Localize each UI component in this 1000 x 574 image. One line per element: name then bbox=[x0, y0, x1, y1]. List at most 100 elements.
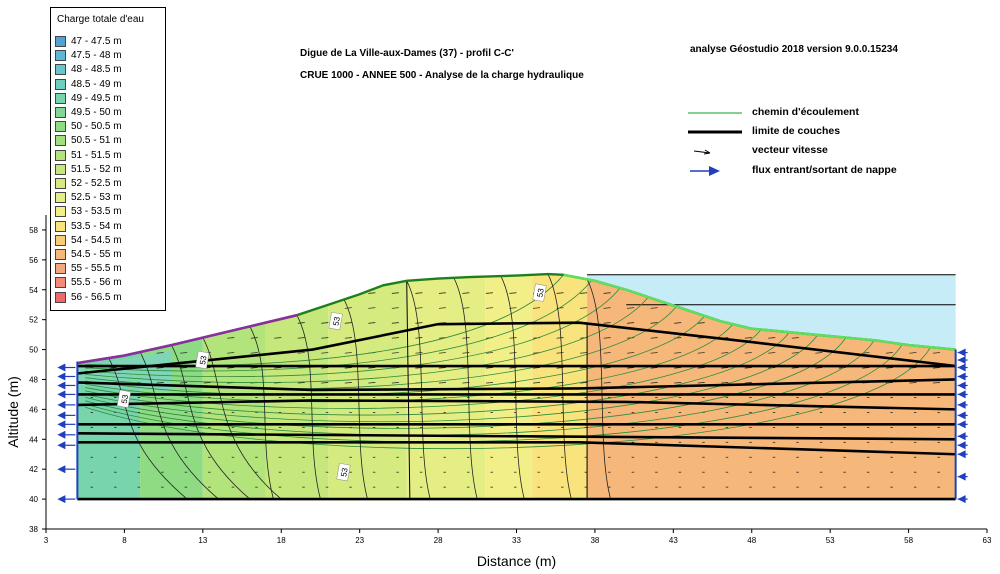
flux-arrow-left-head bbox=[57, 411, 66, 420]
legend-item: 51.5 - 52 m bbox=[55, 163, 122, 177]
legend-swatch bbox=[55, 220, 66, 232]
velocity-vector bbox=[391, 352, 399, 354]
velocity-vector bbox=[344, 307, 352, 309]
legend-item: 52 - 52.5 m bbox=[55, 178, 122, 191]
velocity-vector bbox=[438, 367, 446, 369]
head-legend: Charge totale d'eau 47 - 47.5 m 47.5 - 48… bbox=[50, 7, 166, 311]
legend-item: 54.5 - 55 m bbox=[55, 249, 122, 262]
velocity-vector bbox=[462, 352, 470, 354]
legend-swatch bbox=[55, 50, 66, 62]
legend-label: 51.5 - 52 m bbox=[71, 163, 122, 175]
contour-label-box bbox=[532, 283, 547, 302]
flux-arrow-right-head bbox=[957, 472, 966, 481]
flux-arrow-right-head bbox=[957, 411, 966, 420]
x-tick-label: 8 bbox=[122, 536, 127, 545]
legend-swatch bbox=[55, 163, 66, 175]
legend-item: 47.5 - 48 m bbox=[55, 50, 122, 63]
legend-item: 51 - 51.5 m bbox=[55, 149, 122, 163]
velocity-vector bbox=[674, 367, 682, 369]
velocity-vector bbox=[697, 322, 705, 324]
y-tick-label: 40 bbox=[29, 495, 38, 504]
velocity-vector bbox=[227, 352, 235, 354]
velocity-vector bbox=[580, 292, 588, 294]
flux-arrow-left-head bbox=[57, 430, 66, 439]
layer-boundary bbox=[77, 378, 956, 392]
legend-label: 52.5 - 53 m bbox=[71, 192, 122, 204]
velocity-vector bbox=[815, 367, 823, 369]
legend-swatch bbox=[55, 234, 66, 246]
velocity-vector bbox=[368, 307, 376, 309]
legend-label: 47.5 - 48 m bbox=[71, 50, 122, 62]
flux-arrow-right-head bbox=[957, 390, 966, 399]
key-label: flux entrant/sortant de nappe bbox=[752, 164, 897, 176]
contour-label-text: 53 bbox=[198, 354, 209, 365]
layer-boundary bbox=[77, 440, 956, 456]
layer-boundary bbox=[77, 432, 956, 441]
velocity-vector bbox=[321, 322, 329, 324]
legend-swatch bbox=[55, 92, 66, 104]
head-contour bbox=[586, 279, 611, 500]
layer-boundary bbox=[77, 321, 956, 375]
velocity-vector bbox=[580, 382, 588, 384]
velocity-vector bbox=[932, 367, 940, 369]
chart-title: Digue de La Ville-aux-Dames (37) - profi… bbox=[300, 48, 514, 59]
velocity-vector bbox=[580, 367, 588, 369]
velocity-vector bbox=[721, 382, 729, 384]
flow-path bbox=[85, 343, 903, 443]
velocity-vector bbox=[509, 292, 517, 294]
velocity-vector bbox=[532, 367, 541, 369]
legend-item: 47 - 47.5 m bbox=[55, 36, 122, 49]
x-tick-label: 23 bbox=[355, 536, 364, 545]
x-tick-label: 58 bbox=[904, 536, 913, 545]
head-zone bbox=[202, 322, 266, 500]
flux-arrow-right-head bbox=[957, 432, 966, 441]
legend-label: 47 - 47.5 m bbox=[71, 36, 122, 47]
velocity-vector bbox=[603, 307, 611, 309]
velocity-vector bbox=[485, 352, 494, 354]
velocity-vector bbox=[697, 367, 705, 369]
flux-arrow-left-head bbox=[57, 390, 66, 399]
flux-arrow-left-head bbox=[57, 363, 66, 372]
velocity-vector bbox=[391, 322, 399, 324]
velocity-vector bbox=[650, 352, 658, 354]
velocity-vector bbox=[321, 337, 329, 339]
contour-label-box bbox=[336, 462, 351, 482]
velocity-vector bbox=[627, 307, 635, 309]
velocity-vector bbox=[485, 292, 494, 294]
velocity-vector bbox=[321, 352, 329, 354]
legend-item: 52.5 - 53 m bbox=[55, 192, 122, 205]
chart-subtitle: CRUE 1000 - ANNEE 500 - Analyse de la ch… bbox=[300, 70, 584, 81]
material-divide bbox=[406, 280, 411, 500]
legend-item: 55 - 55.5 m bbox=[55, 263, 122, 276]
legend-label: 49.5 - 50 m bbox=[71, 107, 122, 118]
legend-swatch bbox=[55, 249, 66, 260]
velocity-vector bbox=[744, 337, 752, 339]
velocity-vector bbox=[838, 367, 846, 369]
legend-label: 50.5 - 51 m bbox=[71, 135, 122, 147]
velocity-vector bbox=[250, 367, 258, 369]
head-contour bbox=[500, 275, 525, 500]
velocity-vector bbox=[415, 292, 423, 294]
velocity-vector bbox=[438, 292, 446, 294]
flux-arrow-right-head bbox=[957, 420, 966, 429]
legend-swatch bbox=[55, 149, 66, 161]
velocity-vector bbox=[885, 352, 893, 354]
velocity-vector bbox=[344, 322, 352, 324]
y-tick-label: 54 bbox=[29, 286, 38, 295]
legend-label: 53.5 - 54 m bbox=[71, 220, 122, 232]
reservoir-water bbox=[587, 274, 956, 350]
legend-label: 53 - 53.5 m bbox=[71, 206, 122, 218]
legend-swatch bbox=[55, 78, 66, 90]
velocity-vector bbox=[274, 367, 282, 369]
velocity-vector bbox=[932, 382, 940, 384]
velocity-vector bbox=[321, 382, 329, 384]
x-axis-title: Distance (m) bbox=[477, 553, 556, 569]
contour-label-box bbox=[195, 350, 210, 370]
velocity-vector bbox=[627, 382, 635, 384]
velocity-vector bbox=[627, 367, 635, 369]
head-contour bbox=[139, 351, 219, 500]
velocity-vector bbox=[368, 292, 376, 294]
velocity-vector bbox=[885, 382, 893, 384]
flux-arrow-right-head bbox=[957, 356, 966, 365]
velocity-vector bbox=[509, 337, 517, 339]
